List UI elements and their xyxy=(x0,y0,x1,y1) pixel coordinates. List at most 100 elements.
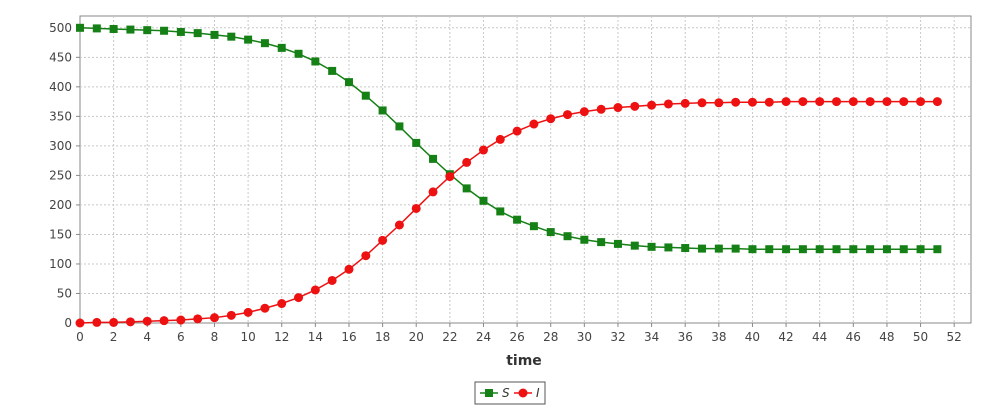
series-I-point xyxy=(781,97,791,107)
x-tick-label: 34 xyxy=(644,330,659,344)
series-I-point xyxy=(209,313,219,323)
series-S xyxy=(76,23,942,254)
x-tick-label: 50 xyxy=(913,330,928,344)
series-I-point xyxy=(277,299,287,309)
series-S-point xyxy=(227,32,236,41)
x-tick-label: 36 xyxy=(678,330,693,344)
series-I-point xyxy=(563,110,573,120)
series-S-point xyxy=(311,57,320,66)
series-I-point xyxy=(344,264,354,274)
series-I-point xyxy=(899,97,909,107)
y-tick-label: 50 xyxy=(57,286,72,300)
series-I-point xyxy=(361,251,371,261)
series-S-point xyxy=(899,245,908,254)
series-S-point xyxy=(92,24,101,33)
series-I-point xyxy=(697,98,707,108)
series-I-point xyxy=(579,107,589,117)
series-I-point xyxy=(125,317,135,327)
series-S-point xyxy=(731,244,740,253)
y-tick-label: 300 xyxy=(49,139,72,153)
axes: 0 2 4 6 8 10 12 14 16 18 20 22 24 26 28 30 32 34 36 38 40 42 4… xyxy=(49,21,962,344)
x-tick-label: 40 xyxy=(745,330,760,344)
x-tick-label: 24 xyxy=(476,330,491,344)
x-tick-label: 18 xyxy=(375,330,390,344)
series-S-point xyxy=(849,245,858,254)
series-I-point xyxy=(882,97,892,107)
series-I-point xyxy=(176,315,186,325)
series-S-point xyxy=(832,245,841,254)
x-tick-label: 38 xyxy=(711,330,726,344)
series-I-point xyxy=(394,220,404,230)
series-I-line xyxy=(79,100,938,324)
x-tick-label: 26 xyxy=(509,330,524,344)
series-S-point xyxy=(866,245,875,254)
x-tick-label: 46 xyxy=(846,330,861,344)
x-tick-label: 6 xyxy=(177,330,185,344)
series-S-point xyxy=(176,27,185,36)
y-tick-label: 400 xyxy=(49,80,72,94)
series-I-point xyxy=(327,275,337,285)
series-S-point xyxy=(698,244,707,253)
series-I-point xyxy=(630,101,640,111)
x-tick-label: 2 xyxy=(110,330,118,344)
series-S-point xyxy=(378,106,387,115)
series-S-point xyxy=(210,30,219,39)
series-S-point xyxy=(580,235,589,244)
series-S-point xyxy=(798,245,807,254)
series-I-point xyxy=(848,97,858,107)
series-I-point xyxy=(294,293,304,303)
series-S-point xyxy=(748,245,757,254)
series-S-point xyxy=(714,244,723,253)
series-S-point xyxy=(395,122,404,131)
x-tick-label: 20 xyxy=(409,330,424,344)
series-S-point xyxy=(916,245,925,254)
series-I-point xyxy=(109,317,119,327)
series-S-point xyxy=(76,23,84,32)
legend-marker-square xyxy=(485,389,493,397)
series-S-point xyxy=(143,26,152,35)
series-S-point xyxy=(815,245,824,254)
series-S-point xyxy=(260,39,269,48)
y-tick-label: 100 xyxy=(49,257,72,271)
series-S-point xyxy=(529,222,538,231)
series-S-point xyxy=(193,29,202,38)
series-S-point xyxy=(933,245,942,254)
series-I-point xyxy=(226,310,236,320)
series-I-point xyxy=(378,235,388,245)
series-I-point xyxy=(663,99,673,109)
series-I-point xyxy=(260,303,270,313)
series-S-point xyxy=(429,154,438,163)
series-S-line xyxy=(79,27,938,250)
series-S-point xyxy=(479,196,488,205)
series-S-point xyxy=(277,43,286,52)
series-I-point xyxy=(815,97,825,107)
series-I-point xyxy=(731,97,741,107)
x-tick-label: 16 xyxy=(341,330,356,344)
series-I-point xyxy=(495,134,505,144)
series-S-point xyxy=(496,207,505,216)
x-tick-label: 48 xyxy=(879,330,894,344)
series-I-point xyxy=(428,187,438,197)
series-S-point xyxy=(882,245,891,254)
series-I-point xyxy=(75,318,85,328)
series-I-point xyxy=(193,314,203,324)
series-I-point xyxy=(865,97,875,107)
x-axis-title: time xyxy=(506,353,542,369)
plot-area xyxy=(79,15,972,324)
series-I-point xyxy=(92,317,102,327)
legend-marker-circle xyxy=(518,388,528,398)
y-tick-label: 200 xyxy=(49,198,72,212)
series-I-point xyxy=(647,100,657,110)
series-I-point xyxy=(159,316,169,326)
x-tick-label: 10 xyxy=(240,330,255,344)
series-I-point xyxy=(445,172,455,182)
series-S-point xyxy=(563,232,572,241)
y-tick-label: 350 xyxy=(49,109,72,123)
series-S-point xyxy=(160,26,169,35)
x-tick-label: 30 xyxy=(577,330,592,344)
series-I-point xyxy=(832,97,842,107)
series-S-point xyxy=(294,49,303,58)
series-I-point xyxy=(764,97,774,107)
legend-label-S: S xyxy=(502,386,510,400)
